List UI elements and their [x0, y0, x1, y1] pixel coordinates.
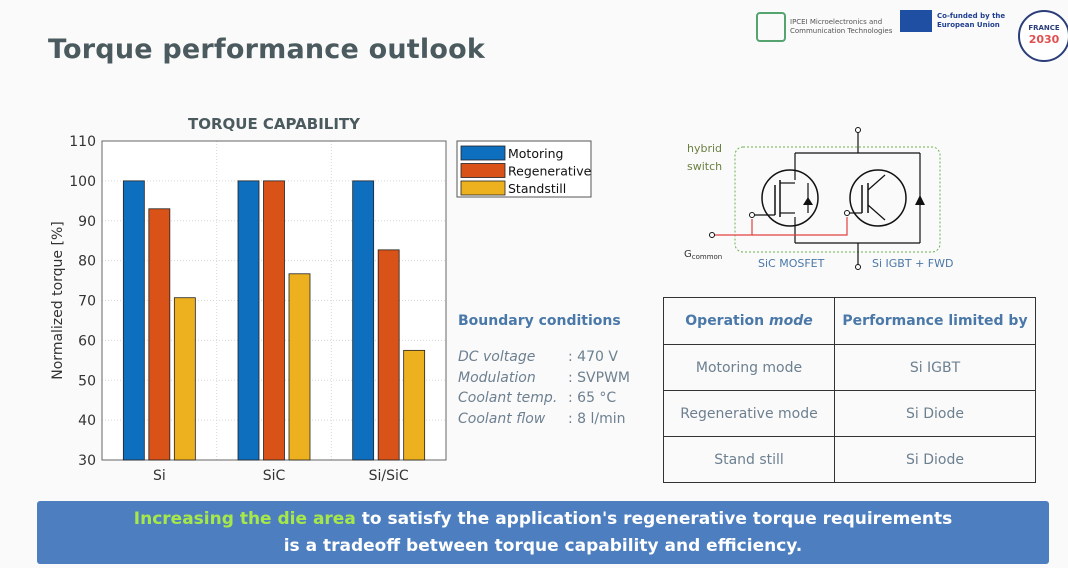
ipcei-logo-icon — [756, 12, 786, 42]
bar-regenerative-sic — [263, 180, 285, 461]
legend-label: Standstill — [508, 181, 566, 196]
mode-cell: Motoring mode — [663, 344, 835, 391]
banner-line-1: Increasing the die area to satisfy the a… — [37, 506, 1049, 533]
legend-swatch — [460, 180, 506, 196]
boundary-value: : 470 V — [568, 349, 618, 365]
table-header-row: Operation mode Performance limited by — [663, 297, 1036, 345]
gate-label-sub: common — [692, 253, 723, 261]
legend-label: Motoring — [508, 146, 563, 161]
header-mode: mode — [769, 313, 813, 329]
chart-title: TORQUE CAPABILITY — [188, 115, 361, 133]
boundary-key: DC voltage — [458, 349, 536, 365]
logo-strip: IPCEI Microelectronics and Communication… — [756, 10, 1068, 66]
gate-label: Gcommon — [684, 249, 722, 261]
eu-text: Co-funded by the European Union — [937, 12, 1006, 29]
mosfet-gate-node — [749, 212, 755, 218]
operation-table: Operation mode Performance limited by Mo… — [663, 297, 1036, 483]
bar-standstill-si — [173, 297, 196, 461]
boundary-row: Coolant flow : 8 l/min — [458, 409, 630, 430]
sic-mosfet-label: SiC MOSFET — [758, 257, 825, 270]
y-tick-label: 30 — [78, 453, 96, 469]
mode-cell: Stand still — [663, 436, 835, 483]
legend-swatch — [460, 163, 506, 178]
boundary-value: : SVPWM — [568, 369, 630, 386]
igbt-drive-wire — [752, 217, 848, 236]
table-row: Stand still Si Diode — [663, 436, 1036, 483]
y-axis-label: Normalized torque [%] — [50, 221, 66, 379]
boundary-value: : 8 l/min — [568, 410, 626, 427]
page-title: Torque performance outlook — [48, 34, 486, 65]
igbt-symbol — [849, 169, 907, 227]
ipcei-text: IPCEI Microelectronics and Communication… — [790, 18, 893, 35]
mode-cell: Regenerative mode — [663, 390, 835, 437]
gate-terminal — [709, 232, 715, 238]
y-tick-label: 90 — [78, 214, 96, 230]
legend-swatch — [460, 145, 506, 161]
y-tick-label: 70 — [78, 294, 96, 310]
legend-label: Regenerative — [508, 164, 592, 179]
header-performance: Performance limited by — [834, 297, 1036, 345]
bar-regenerative-si — [148, 208, 171, 461]
hybrid-label: hybrid — [687, 142, 722, 155]
dc-plus-terminal — [855, 127, 861, 133]
x-tick-label: Si/SiC — [369, 468, 409, 484]
bar-motoring-sic — [237, 180, 260, 461]
bar-standstill-sic — [288, 273, 311, 461]
y-tick-label: 40 — [78, 413, 96, 429]
eu-flag-icon — [900, 10, 932, 32]
y-tick-label: 100 — [69, 174, 96, 190]
bar-regenerative-si-sic — [377, 249, 400, 461]
fwd-diode — [915, 195, 925, 205]
boundary-value: : 65 °C — [568, 390, 617, 406]
hybrid-switch-diagram: hybrid switch Gcommon SiC MOSFET Si IGBT… — [684, 127, 953, 270]
limit-cell: Si Diode — [834, 436, 1036, 483]
banner-highlight: Increasing the die area — [133, 509, 356, 529]
header-operation: Operation — [685, 313, 765, 329]
gate-drive-wire — [712, 219, 753, 236]
mosfet-symbol — [761, 169, 819, 227]
boundary-title: Boundary conditions — [458, 313, 621, 329]
boundary-key: Modulation — [458, 369, 536, 386]
boundary-key: Coolant flow — [458, 410, 546, 427]
table-row: Motoring mode Si IGBT — [663, 344, 1036, 391]
igbt-gate-node — [844, 210, 850, 216]
limit-cell: Si IGBT — [834, 344, 1036, 391]
x-tick-label: SiC — [263, 468, 286, 484]
hybrid-box — [734, 146, 941, 253]
boundary-row: Coolant temp. : 65 °C — [458, 388, 630, 409]
mosfet-body-diode — [803, 197, 813, 205]
france-logo-bottom: 2030 — [1028, 33, 1060, 46]
boundary-row: Modulation : SVPWM — [458, 368, 630, 389]
dc-minus-terminal — [855, 264, 861, 270]
boundary-row: DC voltage : 470 V — [458, 347, 630, 368]
y-tick-label: 60 — [78, 333, 96, 349]
header-operation-mode: Operation mode — [663, 297, 835, 345]
y-tick-label: 80 — [78, 254, 96, 270]
france-2030-logo: FRANCE 2030 — [1018, 10, 1068, 62]
y-tick-label: 110 — [69, 134, 96, 150]
conclusion-banner: Increasing the die area to satisfy the a… — [37, 501, 1049, 564]
bar-standstill-si-sic — [403, 349, 426, 461]
boundary-conditions: Boundary conditions DC voltage : 470 V Mo… — [458, 313, 630, 429]
x-tick-label: Si — [153, 468, 166, 484]
igbt-collector — [867, 174, 886, 191]
france-logo-top: FRANCE — [1028, 24, 1060, 32]
gate-label-main: G — [684, 249, 692, 260]
table-row: Regenerative mode Si Diode — [663, 390, 1036, 437]
banner-line-2: is a tradeoff between torque capability … — [283, 536, 803, 556]
bar-motoring-si — [122, 180, 145, 461]
igbt-emitter — [867, 204, 886, 221]
banner-text-1: to satisfy the application's regenerativ… — [355, 509, 953, 529]
bar-motoring-si-sic — [352, 180, 375, 461]
switch-label: switch — [687, 160, 722, 173]
limit-cell: Si Diode — [834, 390, 1036, 437]
igbt-fwd-label: Si IGBT + FWD — [872, 257, 953, 270]
torque-chart: 30 40 50 60 70 80 90 100 110 Si SiC Si/SiC TORQUE CA… — [50, 115, 592, 484]
y-tick-label: 50 — [78, 373, 96, 389]
boundary-key: Coolant temp. — [458, 390, 558, 406]
